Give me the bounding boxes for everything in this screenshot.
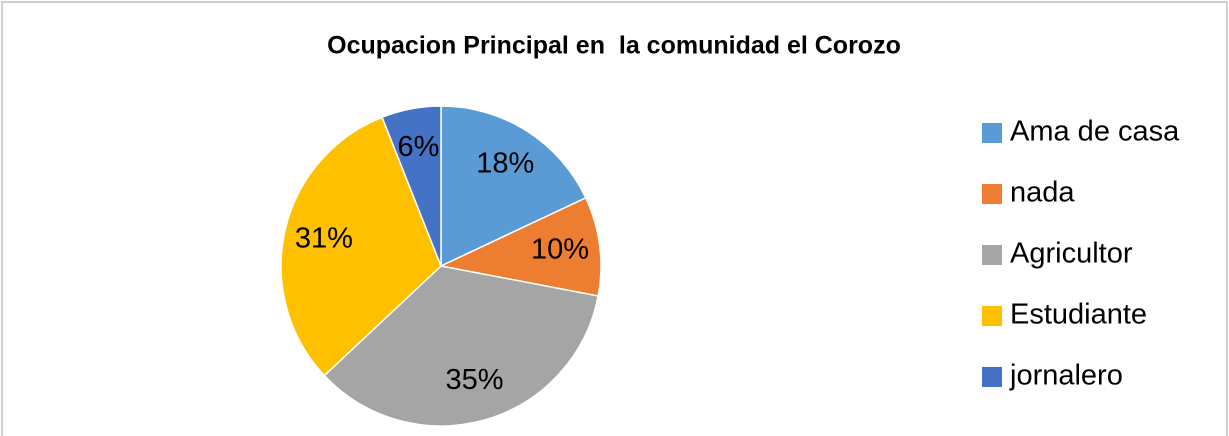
- legend-swatch: [982, 184, 1002, 204]
- slice-label: 35%: [445, 364, 503, 396]
- chart-title: Ocupacion Principal en la comunidad el C…: [327, 32, 901, 60]
- legend-swatch: [982, 123, 1002, 143]
- legend-swatch: [982, 367, 1002, 387]
- legend-swatch: [982, 306, 1002, 326]
- pie-slice: [280, 116, 442, 377]
- legend-label: nada: [1010, 177, 1075, 209]
- pie-slice: [323, 265, 600, 427]
- legend-label: Ama de casa: [1010, 116, 1180, 148]
- legend-label: Estudiante: [1010, 299, 1147, 331]
- slice-label: 18%: [476, 147, 534, 179]
- pie-slice: [438, 196, 602, 297]
- pie-slice: [381, 105, 442, 267]
- legend-label: Agricultor: [1010, 238, 1133, 270]
- legend-swatch: [982, 245, 1002, 265]
- legend-label: jornalero: [1009, 360, 1123, 392]
- slice-label: 31%: [295, 222, 353, 254]
- pie-slice: [440, 105, 587, 268]
- slice-label: 6%: [398, 131, 440, 163]
- slice-label: 10%: [531, 234, 589, 266]
